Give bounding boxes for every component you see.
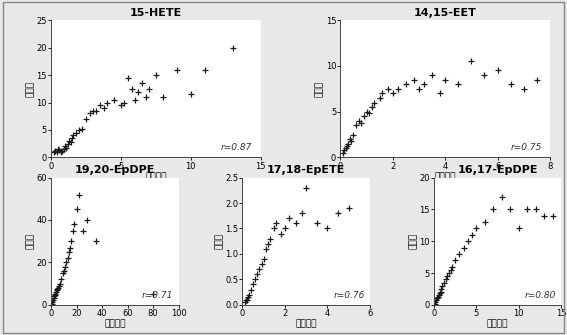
Title: 15-HETE: 15-HETE [130, 8, 182, 18]
Title: 17,18-EpETE: 17,18-EpETE [267, 165, 345, 176]
X-axis label: 산모혁장: 산모혁장 [295, 319, 317, 328]
Title: 14,15-EET: 14,15-EET [414, 8, 477, 18]
X-axis label: 산모혁장: 산모혁장 [487, 319, 508, 328]
Text: r=0.71: r=0.71 [142, 291, 174, 300]
Title: 16,17-EpDPE: 16,17-EpDPE [458, 165, 538, 176]
Text: r=0.80: r=0.80 [525, 291, 556, 300]
Y-axis label: 제대혁: 제대혁 [215, 233, 224, 249]
Text: r=0.75: r=0.75 [510, 143, 541, 152]
Y-axis label: 제대혁: 제대혁 [26, 81, 35, 97]
Title: 19,20-EpDPE: 19,20-EpDPE [75, 165, 155, 176]
Text: r=0.87: r=0.87 [221, 143, 252, 152]
Text: r=0.76: r=0.76 [333, 291, 365, 300]
Y-axis label: 제대혁: 제대혁 [315, 81, 324, 97]
X-axis label: 산모혁장: 산모혁장 [104, 319, 125, 328]
Y-axis label: 제대혁: 제대혁 [26, 233, 35, 249]
Y-axis label: 제대혁: 제대혁 [409, 233, 418, 249]
X-axis label: 산모혁장: 산모혁장 [145, 172, 167, 181]
X-axis label: 산모혁장: 산모혁장 [434, 172, 456, 181]
